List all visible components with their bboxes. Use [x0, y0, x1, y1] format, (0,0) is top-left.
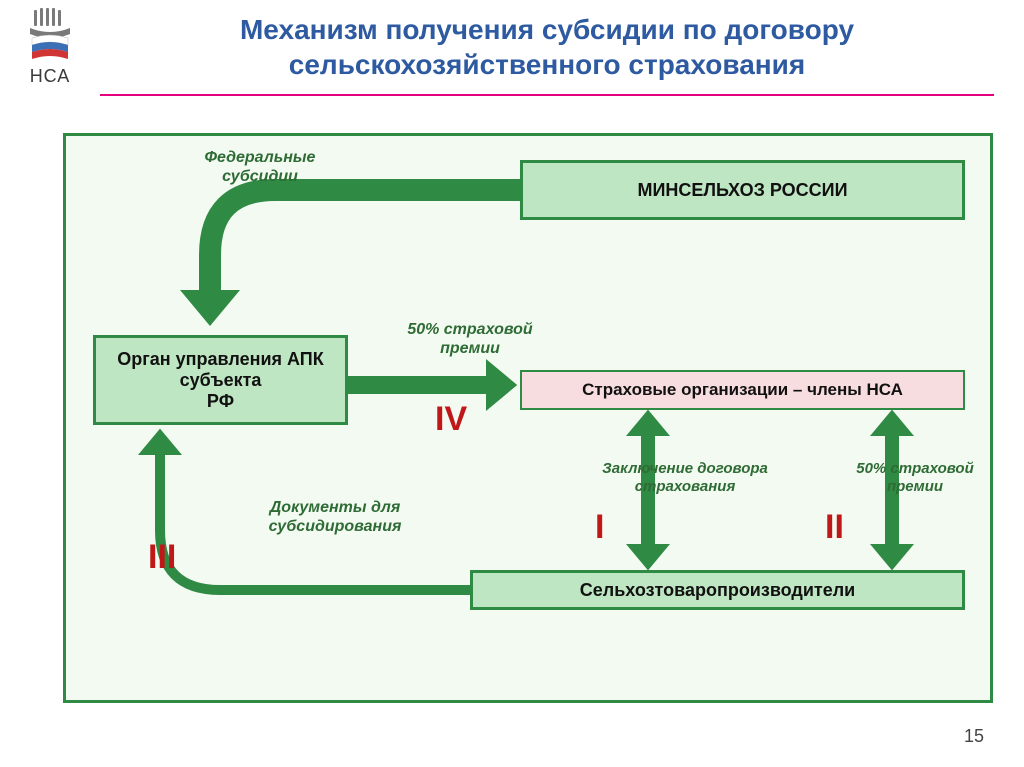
roman-III: III — [148, 538, 176, 577]
nsa-logo: НСА — [15, 8, 85, 87]
box-producers: Сельхозтоваропроизводители — [470, 570, 965, 610]
roman-II: II — [825, 508, 844, 547]
box-insurers-text: Страховые организации – члены НСА — [582, 380, 903, 400]
roman-I: I — [595, 508, 604, 547]
label-federal-subsidy: Федеральныесубсидии — [170, 148, 350, 186]
page-number: 15 — [964, 726, 984, 747]
logo-text: НСА — [15, 66, 85, 87]
box-ministry: МИНСЕЛЬХОЗ РОССИИ — [520, 160, 965, 220]
slide-title: Механизм получения субсидии по договорус… — [100, 12, 994, 82]
box-producers-text: Сельхозтоваропроизводители — [580, 580, 855, 601]
box-apk-text: Орган управления АПК субъекта РФ — [117, 349, 323, 412]
label-contract: Заключение договорастрахования — [580, 460, 790, 496]
title-underline — [100, 94, 994, 96]
box-insurers: Страховые организации – члены НСА — [520, 370, 965, 410]
label-premium-right: 50% страховойпремии — [840, 460, 990, 496]
box-ministry-text: МИНСЕЛЬХОЗ РОССИИ — [637, 180, 847, 201]
box-apk: Орган управления АПК субъекта РФ — [93, 335, 348, 425]
roman-IV: IV — [435, 400, 467, 439]
label-premium-top: 50% страховойпремии — [380, 320, 560, 358]
label-documents: Документы длясубсидирования — [235, 498, 435, 536]
logo-icon — [22, 8, 78, 64]
